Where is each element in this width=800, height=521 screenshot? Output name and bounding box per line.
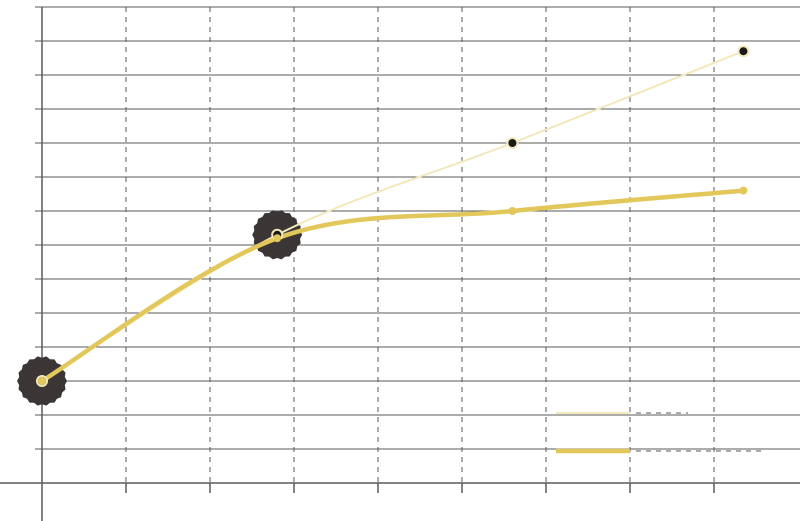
data-point: [739, 186, 748, 195]
series-line: [39, 188, 746, 384]
data-point: [508, 207, 517, 215]
grid: [35, 6, 800, 493]
data-point: [273, 234, 282, 243]
point-halos: [17, 210, 303, 406]
data-point: [739, 47, 748, 56]
axes: [0, 7, 800, 521]
series-points: [36, 45, 750, 387]
data-point: [38, 377, 46, 385]
data-point: [508, 139, 517, 147]
legend: [556, 412, 766, 454]
series-lines: [39, 50, 746, 384]
